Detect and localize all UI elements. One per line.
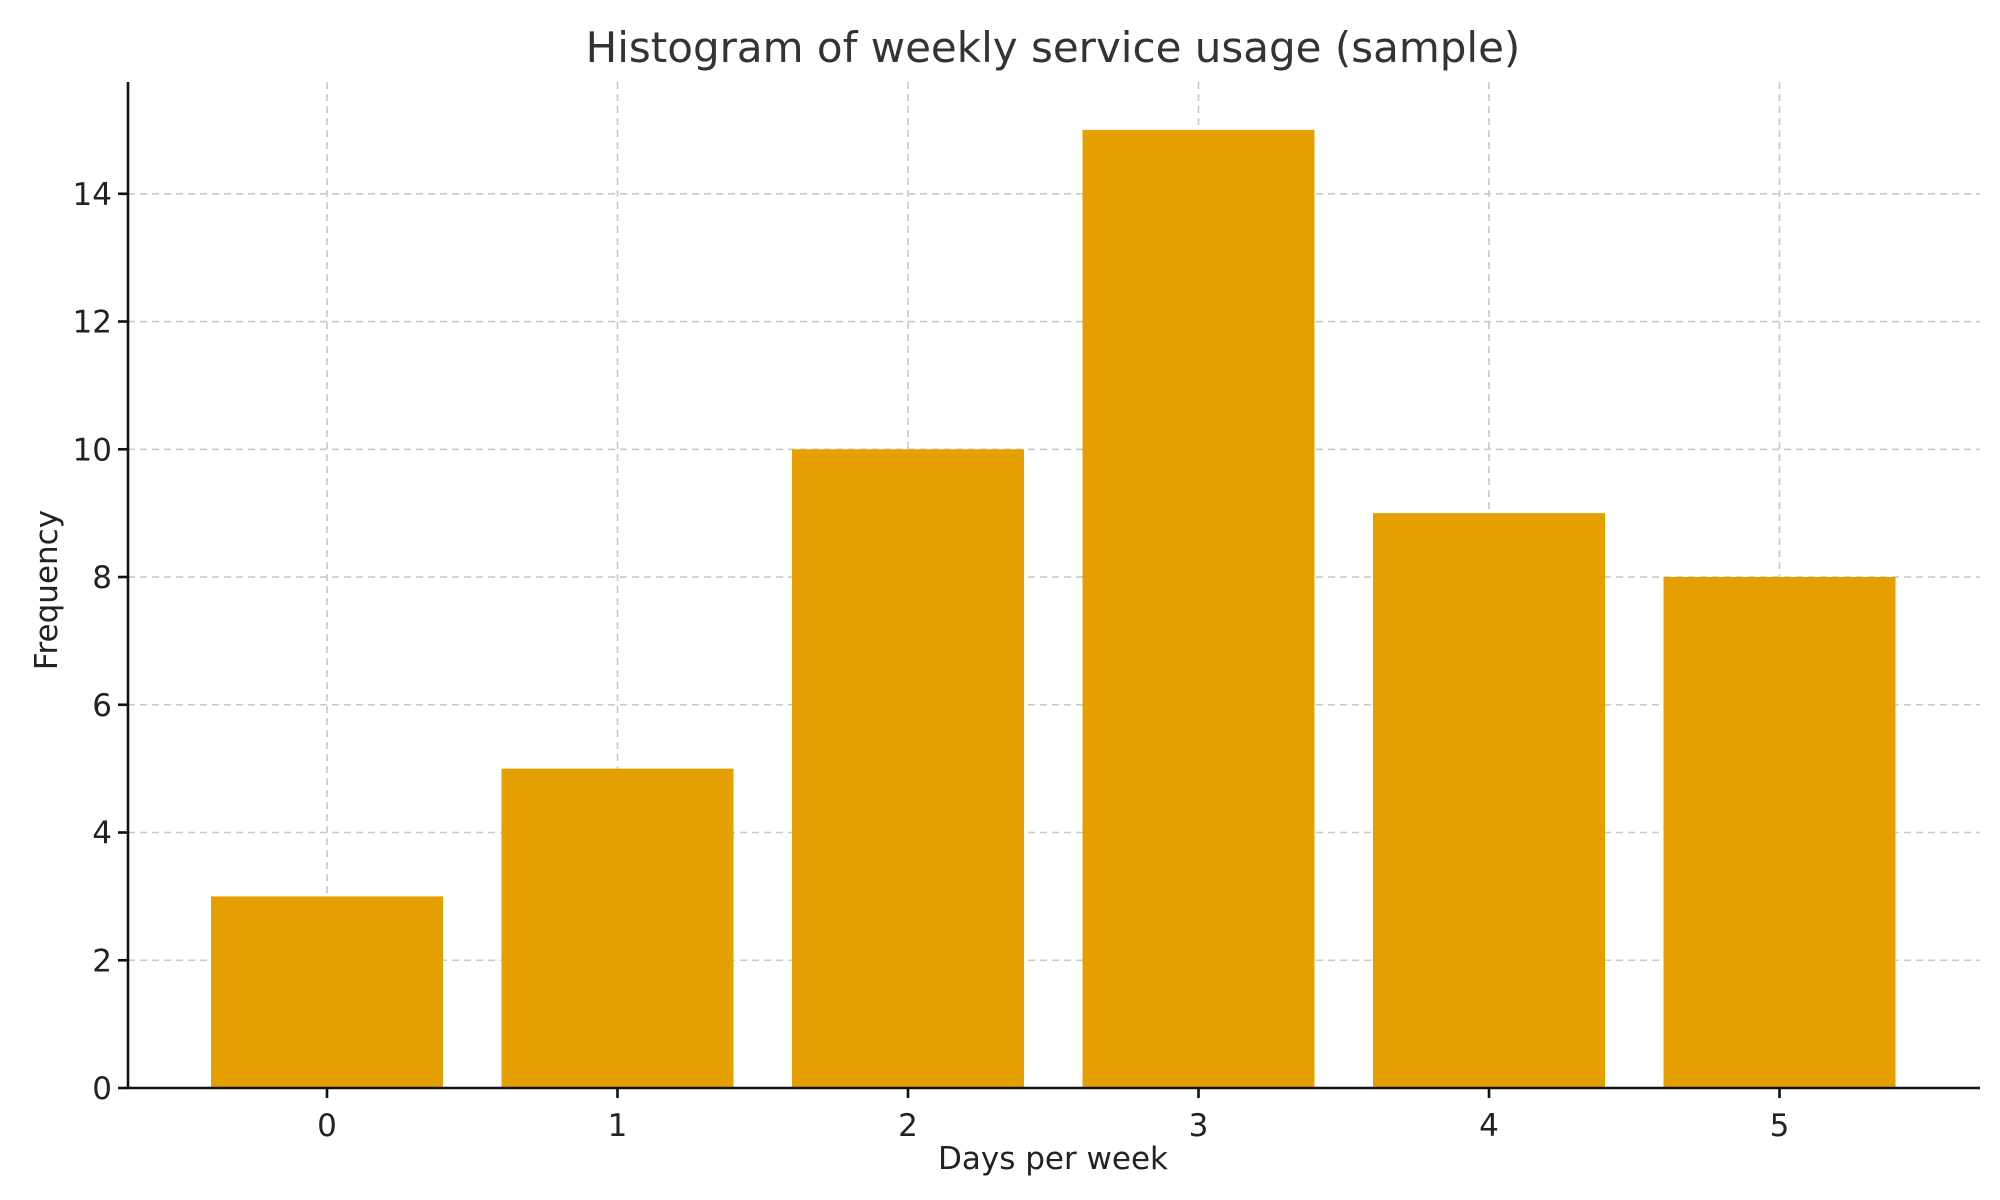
y-tick-label-2: 2 xyxy=(92,943,112,979)
x-tick-label-5: 5 xyxy=(1770,1108,1790,1144)
y-tick-label-14: 14 xyxy=(73,177,112,213)
bar-0 xyxy=(211,896,443,1088)
x-tick-label-0: 0 xyxy=(317,1108,337,1144)
chart-title: Histogram of weekly service usage (sampl… xyxy=(586,23,1521,72)
x-tick-label-4: 4 xyxy=(1479,1108,1499,1144)
bar-layer xyxy=(211,129,1896,1088)
y-tick-label-10: 10 xyxy=(73,432,112,468)
y-tick-label-12: 12 xyxy=(73,305,112,341)
y-tick-label-8: 8 xyxy=(92,560,112,596)
axis-layer xyxy=(126,82,1980,1090)
bar-2 xyxy=(792,449,1024,1088)
y-tick-label-4: 4 xyxy=(92,816,112,852)
y-tick-label-0: 0 xyxy=(92,1071,112,1107)
x-axis-label: Days per week xyxy=(938,1141,1168,1177)
bar-4 xyxy=(1373,513,1605,1088)
x-tick-label-3: 3 xyxy=(1189,1108,1209,1144)
y-tick-label-6: 6 xyxy=(92,688,112,724)
y-axis-label: Frequency xyxy=(29,510,65,670)
x-tick-label-2: 2 xyxy=(898,1108,918,1144)
bar-5 xyxy=(1663,577,1896,1088)
bar-3 xyxy=(1082,129,1315,1088)
bar-1 xyxy=(501,768,734,1088)
x-tick-label-1: 1 xyxy=(608,1108,628,1144)
grid-layer xyxy=(128,82,1980,1088)
